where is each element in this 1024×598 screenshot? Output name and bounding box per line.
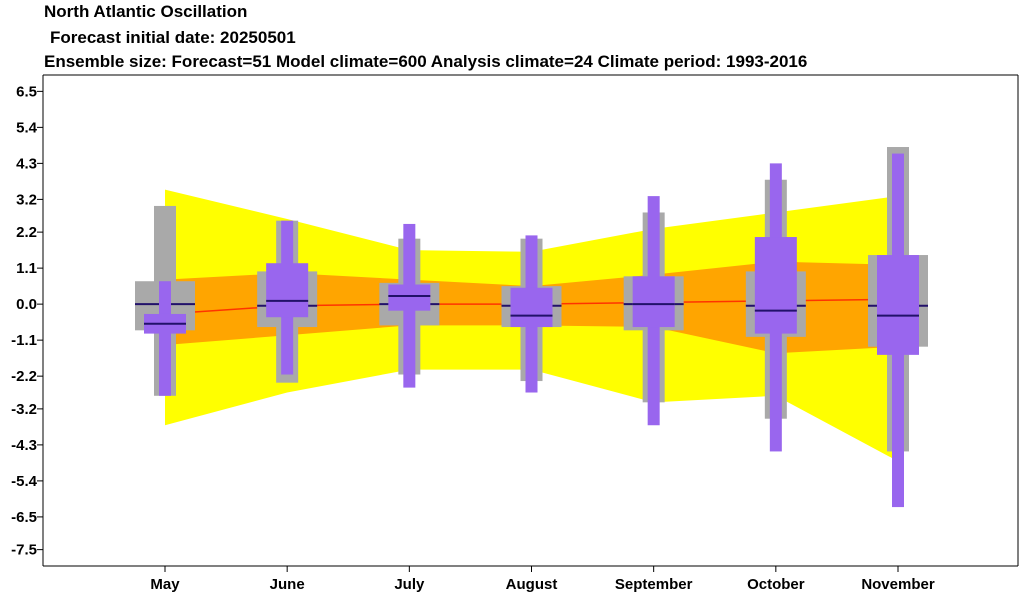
forecast-september-box — [632, 276, 675, 328]
y-tick-label: 6.5 — [16, 83, 37, 100]
y-tick-label: -3.2 — [11, 401, 37, 418]
x-tick-label-october: October — [747, 576, 805, 593]
y-tick-label: -1.1 — [11, 332, 37, 349]
x-tick-label-november: November — [861, 576, 935, 593]
y-tick-label: 4.3 — [16, 155, 37, 172]
x-tick-label-june: June — [270, 576, 305, 593]
chart-title: North Atlantic Oscillation — [44, 2, 248, 21]
x-tick-label-july: July — [394, 576, 425, 593]
forecast-july-box — [388, 284, 431, 311]
y-tick-label: 0.0 — [16, 296, 37, 313]
forecast-may-whisker — [159, 281, 171, 396]
y-tick-label: -4.3 — [11, 437, 37, 454]
y-tick-label: -5.4 — [11, 473, 38, 490]
y-tick-label: 2.2 — [16, 224, 37, 241]
y-tick-label: 3.2 — [16, 191, 37, 208]
forecast-june-box — [266, 263, 309, 318]
forecast-august-box — [510, 287, 553, 328]
y-tick-label: 1.1 — [16, 260, 37, 277]
x-tick-label-august: August — [506, 576, 558, 593]
box-plots — [135, 147, 928, 508]
forecast-november-box — [877, 255, 919, 355]
axes: 6.5 5.4 4.3 3.2 2.2 1.1 0.0 -1.1 -2.2 -3.2 -4.3 -5.… — [11, 74, 1019, 593]
y-tick-label: -6.5 — [11, 509, 37, 526]
chart-subtitle-initial-date: Forecast initial date: 20250501 — [50, 28, 296, 47]
forecast-october-box — [754, 237, 797, 334]
y-tick-label: -7.5 — [11, 542, 37, 559]
x-tick-label-may: May — [150, 576, 180, 593]
x-tick-label-september: September — [615, 576, 693, 593]
y-tick-label: -2.2 — [11, 368, 37, 385]
chart-subtitle-ensemble-info: Ensemble size: Forecast=51 Model climate… — [44, 52, 808, 71]
y-tick-label: 5.4 — [16, 119, 38, 136]
